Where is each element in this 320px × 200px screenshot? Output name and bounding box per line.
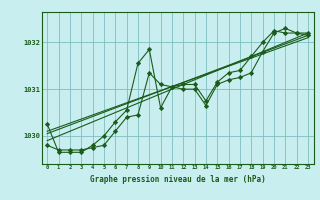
X-axis label: Graphe pression niveau de la mer (hPa): Graphe pression niveau de la mer (hPa) <box>90 175 266 184</box>
